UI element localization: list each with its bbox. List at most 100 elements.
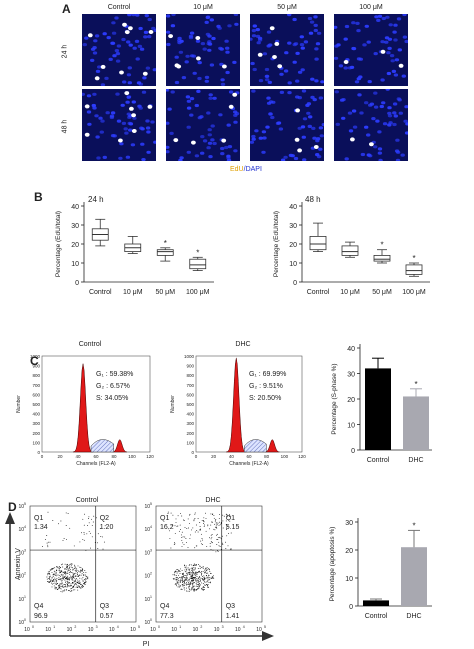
- event-dot: [181, 570, 183, 572]
- event-dot: [185, 538, 187, 540]
- event-dot: [71, 565, 72, 567]
- event-dot: [188, 590, 190, 592]
- event-dot: [219, 524, 221, 526]
- event-dot: [206, 572, 208, 574]
- event-dot: [204, 569, 206, 571]
- event-dot: [204, 570, 206, 572]
- event-dot: [209, 543, 211, 544]
- event-dot: [75, 578, 77, 580]
- edu-dapi-caption: EdU/DAPI: [230, 166, 262, 173]
- event-dot: [59, 570, 60, 572]
- event-dot: [219, 546, 221, 547]
- event-dot: [77, 582, 79, 584]
- event-dot: [53, 583, 55, 585]
- event-dot: [51, 577, 53, 579]
- dapi-nucleus: [395, 158, 401, 161]
- dapi-nucleus: [336, 43, 341, 47]
- event-dot: [49, 569, 51, 571]
- dapi-nucleus: [108, 57, 113, 62]
- dapi-nucleus: [177, 41, 182, 45]
- dapi-nucleus: [376, 18, 381, 22]
- event-dot: [77, 579, 79, 581]
- quadrant-label: Q1: [160, 515, 169, 522]
- dapi-nucleus: [301, 89, 307, 93]
- dapi-nucleus: [120, 103, 125, 107]
- dapi-nucleus: [384, 40, 389, 44]
- event-dot: [75, 586, 77, 588]
- event-dot: [174, 543, 176, 545]
- event-dot: [214, 519, 216, 521]
- event-dot: [212, 549, 214, 551]
- event-dot: [207, 524, 209, 526]
- dapi-nucleus: [170, 24, 176, 28]
- dapi-nucleus: [392, 122, 397, 127]
- event-dot: [182, 585, 184, 587]
- dapi-nucleus: [400, 153, 405, 157]
- event-dot: [67, 513, 69, 514]
- event-dot: [202, 566, 204, 568]
- dapi-nucleus: [207, 141, 213, 145]
- event-dot: [200, 567, 202, 568]
- y-tick-label: 40: [289, 204, 297, 211]
- dapi-nucleus: [99, 130, 104, 134]
- event-dot: [194, 564, 196, 566]
- dapi-nucleus: [377, 14, 383, 18]
- event-dot: [203, 579, 205, 581]
- micrograph-nuclei: [250, 89, 324, 161]
- dapi-nucleus: [181, 76, 187, 80]
- dapi-nucleus: [258, 79, 264, 83]
- event-dot: [103, 521, 105, 523]
- event-dot: [69, 582, 71, 583]
- dapi-nucleus: [251, 137, 256, 141]
- event-dot: [67, 580, 68, 582]
- event-dot: [210, 513, 212, 515]
- event-dot: [52, 580, 54, 582]
- dapi-nucleus: [206, 111, 211, 115]
- dapi-nucleus: [357, 93, 362, 97]
- event-dot: [85, 578, 87, 579]
- event-dot: [199, 584, 201, 586]
- event-dot: [191, 586, 193, 588]
- event-dot: [191, 576, 193, 578]
- event-dot: [187, 583, 189, 585]
- event-dot: [55, 573, 57, 575]
- event-dot: [220, 522, 222, 523]
- event-dot: [77, 581, 79, 583]
- event-dot: [59, 578, 61, 580]
- event-dot: [195, 585, 197, 587]
- event-dot: [211, 521, 213, 523]
- event-dot: [202, 567, 204, 569]
- event-dot: [217, 539, 219, 541]
- event-dot: [48, 581, 50, 583]
- dapi-nucleus: [199, 115, 204, 119]
- event-dot: [189, 584, 191, 586]
- dapi-nucleus: [189, 113, 194, 117]
- dapi-nucleus: [166, 150, 170, 154]
- event-dot: [59, 585, 60, 587]
- event-dot: [52, 520, 54, 521]
- edu-label: EdU: [230, 166, 244, 173]
- dapi-nucleus: [392, 102, 398, 106]
- event-dot: [69, 564, 71, 566]
- event-dot: [79, 574, 81, 576]
- dapi-nucleus: [314, 79, 319, 83]
- event-dot: [189, 534, 191, 536]
- edu-nucleus: [272, 55, 277, 59]
- event-dot: [169, 530, 171, 532]
- event-dot: [201, 587, 203, 589]
- dapi-nucleus: [204, 79, 209, 83]
- event-dot: [174, 532, 176, 534]
- dapi-nucleus: [266, 96, 271, 100]
- edu-nucleus: [343, 60, 349, 64]
- event-dot: [207, 572, 209, 574]
- flow-plot-frame: [155, 505, 263, 623]
- event-dot: [74, 589, 76, 591]
- event-dot: [185, 541, 187, 543]
- dapi-nucleus: [334, 25, 338, 29]
- event-dot: [203, 587, 205, 588]
- dapi-nucleus: [197, 76, 202, 81]
- dapi-nucleus: [225, 50, 230, 54]
- edu-nucleus: [148, 30, 154, 34]
- event-dot: [215, 551, 217, 553]
- decade-tick-label: 10: [144, 597, 150, 603]
